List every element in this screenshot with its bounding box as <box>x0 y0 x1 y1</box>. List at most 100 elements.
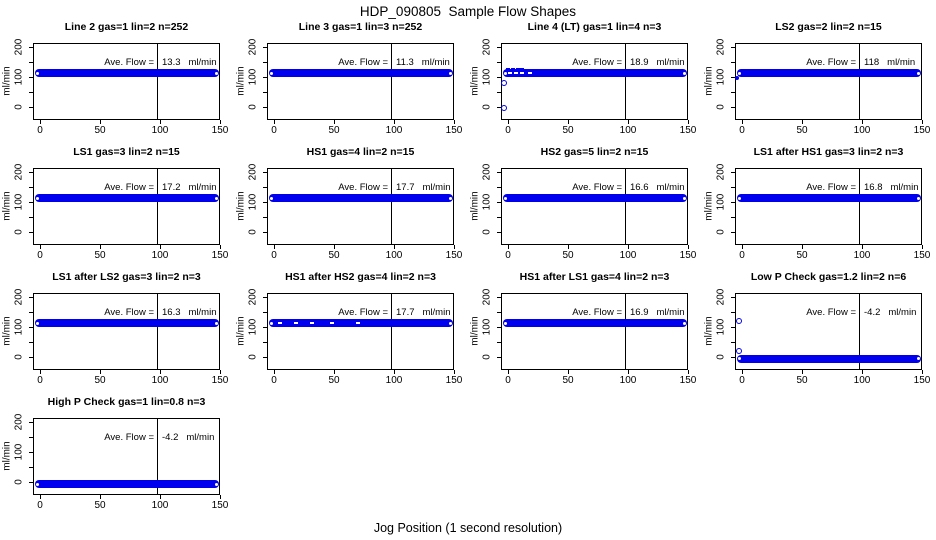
ave-flow-value: 118 <box>864 57 880 68</box>
subplot-title: LS1 after LS2 gas=3 lin=2 n=3 <box>52 271 201 283</box>
subplot: LS1 after LS2 gas=3 lin=2 n=3 ml/min Ave… <box>0 270 234 395</box>
ave-flow-label: Ave. Flow = <box>338 182 388 193</box>
ave-flow-label: Ave. Flow = <box>572 307 622 318</box>
subplot: Low P Check gas=1.2 lin=2 n=6 ml/min Ave… <box>702 270 936 395</box>
band-end-cap <box>682 196 686 200</box>
band-gap-dash <box>293 322 298 325</box>
x-tick <box>741 370 743 374</box>
band-end-cap <box>738 196 742 200</box>
ave-flow-annotation: 16.6 ml/min <box>630 182 684 193</box>
data-band <box>35 319 219 328</box>
band-end-cap <box>270 71 274 75</box>
y-tick <box>29 452 33 453</box>
x-tick <box>273 120 275 124</box>
x-tick-label: 50 <box>796 375 808 386</box>
x-tick-label: 50 <box>94 250 106 261</box>
y-tick <box>29 297 33 298</box>
x-tick <box>861 120 863 124</box>
ave-flow-label: Ave. Flow = <box>104 432 154 443</box>
data-band <box>503 69 687 78</box>
ave-flow-label: Ave. Flow = <box>806 307 856 318</box>
y-tick <box>263 357 267 358</box>
subplot-title: HS1 gas=4 lin=2 n=15 <box>306 146 415 158</box>
x-tick-label: 100 <box>853 375 871 386</box>
x-tick <box>159 370 161 374</box>
y-tick-label: 200 <box>715 288 727 306</box>
y-tick <box>731 107 735 108</box>
x-tick <box>507 245 509 249</box>
band-end-cap <box>214 482 218 486</box>
y-tick <box>497 187 501 188</box>
outlier-point <box>736 347 743 354</box>
band-end-cap <box>738 357 742 361</box>
x-tick <box>507 120 509 124</box>
y-tick-label: 100 <box>247 68 259 86</box>
reference-line-x100 <box>391 168 392 245</box>
ave-flow-value: -4.2 <box>162 432 179 443</box>
plot-box <box>735 168 922 245</box>
band-end-cap <box>214 321 218 325</box>
y-tick <box>263 92 267 93</box>
y-tick-label: 0 <box>715 104 727 110</box>
y-tick <box>497 312 501 313</box>
ave-flow-label: Ave. Flow = <box>104 182 154 193</box>
reference-line-x100 <box>859 293 860 370</box>
y-axis-label: ml/min <box>469 66 481 96</box>
y-tick-label: 0 <box>715 229 727 235</box>
y-tick-label: 200 <box>481 38 493 56</box>
scatter-dash <box>510 67 515 70</box>
subplot: HS2 gas=5 lin=2 n=15 ml/min Ave. Flow = … <box>468 145 702 270</box>
reference-line-x100 <box>625 43 626 120</box>
x-tick <box>159 245 161 249</box>
ave-flow-label: Ave. Flow = <box>104 57 154 68</box>
y-tick <box>29 187 33 188</box>
x-tick-label: 150 <box>445 375 463 386</box>
y-tick <box>731 77 735 78</box>
plot-box <box>267 293 454 370</box>
x-tick-label: 50 <box>796 125 808 136</box>
subplot-title: HS1 after LS1 gas=4 lin=2 n=3 <box>519 271 670 283</box>
ave-flow-annotation: 13.3 ml/min <box>162 57 216 68</box>
subplot-title: LS1 after HS1 gas=3 lin=2 n=3 <box>753 146 904 158</box>
y-tick-label: 200 <box>481 288 493 306</box>
y-tick <box>29 47 33 48</box>
band-end-cap <box>270 321 274 325</box>
x-tick <box>99 120 101 124</box>
ave-flow-label: Ave. Flow = <box>104 307 154 318</box>
y-axis-label: ml/min <box>703 191 715 221</box>
y-tick-label: 100 <box>715 68 727 86</box>
x-tick-label: 150 <box>913 125 931 136</box>
band-end-cap <box>448 196 452 200</box>
y-tick <box>29 217 33 218</box>
y-tick <box>29 92 33 93</box>
data-band <box>35 480 219 489</box>
x-tick <box>861 245 863 249</box>
y-tick-label: 0 <box>13 354 25 360</box>
band-end-cap <box>36 71 40 75</box>
x-tick <box>741 120 743 124</box>
y-tick <box>497 172 501 173</box>
y-tick <box>263 172 267 173</box>
y-axis-label: ml/min <box>1 191 13 221</box>
ave-flow-label: Ave. Flow = <box>572 182 622 193</box>
y-tick-label: 200 <box>715 38 727 56</box>
x-tick-label: 100 <box>151 250 169 261</box>
y-tick <box>29 467 33 468</box>
x-tick <box>393 245 395 249</box>
subplot-title: Line 3 gas=1 lin=3 n=252 <box>298 21 423 33</box>
subplot: Line 3 gas=1 lin=3 n=252 ml/min Ave. Flo… <box>234 20 468 145</box>
reference-line-x100 <box>859 43 860 120</box>
x-tick-label: 50 <box>562 375 574 386</box>
ave-flow-value: 16.3 <box>162 307 181 318</box>
y-tick-label: 0 <box>715 354 727 360</box>
y-tick-label: 0 <box>247 104 259 110</box>
x-tick-label: 50 <box>328 125 340 136</box>
x-tick-label: 100 <box>385 125 403 136</box>
ave-flow-annotation: -4.2 ml/min <box>162 432 214 443</box>
y-axis-label: ml/min <box>703 66 715 96</box>
y-axis-label: ml/min <box>1 441 13 471</box>
band-end-cap <box>214 71 218 75</box>
x-tick <box>333 245 335 249</box>
y-tick-label: 0 <box>13 229 25 235</box>
ave-flow-annotation: 16.9 ml/min <box>630 307 684 318</box>
